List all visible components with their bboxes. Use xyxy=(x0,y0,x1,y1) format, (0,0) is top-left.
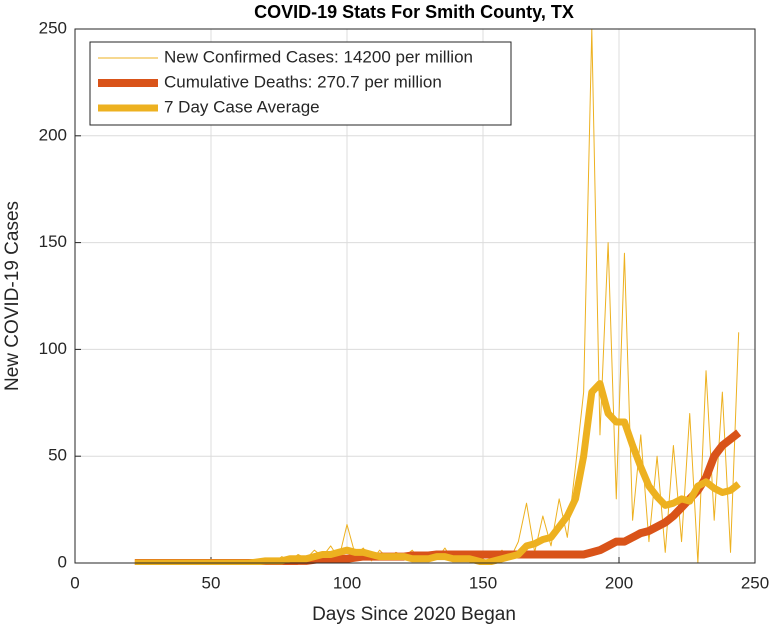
x-tick-label: 150 xyxy=(469,573,497,592)
y-tick-label: 200 xyxy=(39,125,67,144)
y-axis-label: New COVID-19 Cases xyxy=(2,201,23,391)
x-tick-label: 100 xyxy=(333,573,361,592)
x-tick-label: 50 xyxy=(202,573,221,592)
legend-label: New Confirmed Cases: 14200 per million xyxy=(164,47,473,66)
y-tick-label: 0 xyxy=(58,552,67,571)
x-axis-label: Days Since 2020 Began xyxy=(312,604,516,625)
y-tick-label: 50 xyxy=(48,446,67,465)
chart-title: COVID-19 Stats For Smith County, TX xyxy=(254,2,574,22)
series-line xyxy=(134,429,742,565)
y-tick-label: 250 xyxy=(39,18,67,37)
legend-label: Cumulative Deaths: 270.7 per million xyxy=(164,72,442,91)
legend-box xyxy=(89,41,512,126)
legend-label: 7 Day Case Average xyxy=(164,97,320,116)
y-tick-label: 100 xyxy=(39,339,67,358)
x-tick-label: 0 xyxy=(70,573,79,592)
x-tick-label: 250 xyxy=(741,573,769,592)
x-tick-label: 200 xyxy=(605,573,633,592)
plot-frame xyxy=(74,28,756,564)
y-tick-label: 150 xyxy=(39,232,67,251)
